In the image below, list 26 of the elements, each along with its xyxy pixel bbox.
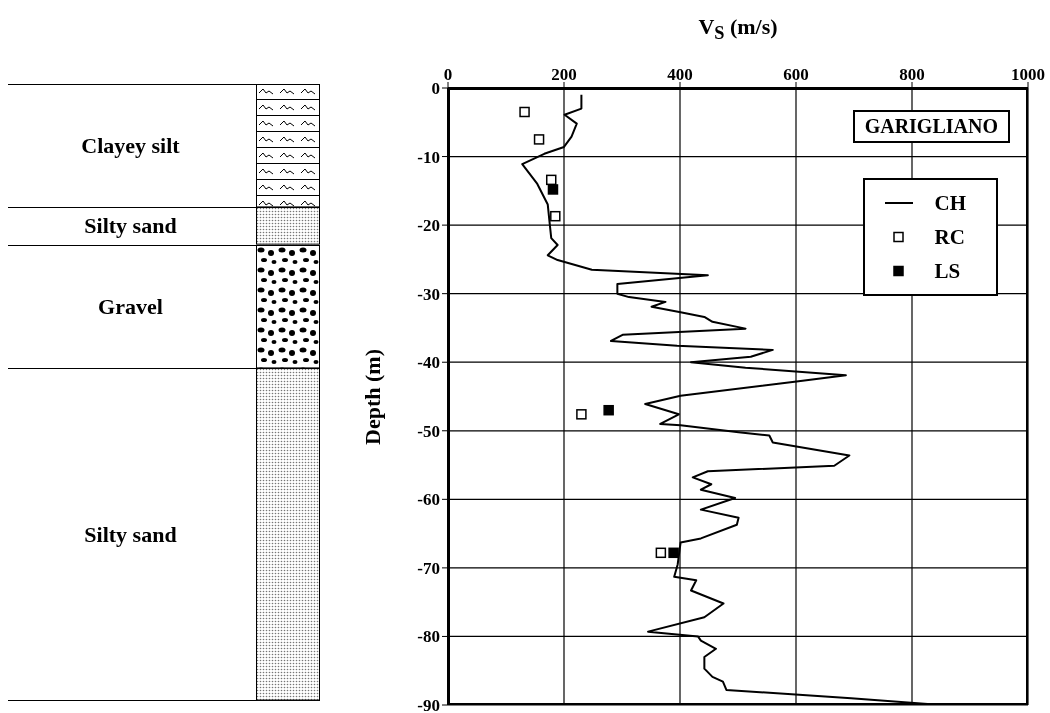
x-tick-label: 800 xyxy=(899,65,925,84)
legend-label: RC xyxy=(934,224,965,251)
x-tick-label: 200 xyxy=(551,65,577,84)
x-tick-label: 600 xyxy=(783,65,809,84)
y-tick-label: -70 xyxy=(417,558,440,578)
y-tick-label: -80 xyxy=(417,627,440,647)
y-tick-label: -50 xyxy=(417,421,440,441)
y-axis-title: Depth (m) xyxy=(360,348,386,445)
text: Clayey silt xyxy=(81,132,180,159)
text: Gravel xyxy=(98,293,163,320)
x-tick-label: 0 xyxy=(443,65,453,84)
legend-label: LS xyxy=(934,258,961,285)
y-tick-label: -40 xyxy=(417,353,440,373)
y-tick-label: 0 xyxy=(431,79,440,99)
text: Silty sand xyxy=(84,521,177,548)
x-axis-title: V$_{S}$ (m/s) xyxy=(697,14,779,45)
x-tick-label: 1000 xyxy=(1011,65,1045,84)
y-tick-label: -90 xyxy=(417,696,440,713)
annotation: GARIGLIANO xyxy=(852,110,1010,143)
legend-label: CH xyxy=(934,190,966,217)
x-tick-label: 400 xyxy=(667,65,693,84)
y-tick-label: -60 xyxy=(417,490,440,510)
y-tick-label: -20 xyxy=(417,216,440,236)
y-tick-label: -10 xyxy=(417,147,440,167)
y-tick-label: -30 xyxy=(417,284,440,304)
text: Silty sand xyxy=(84,213,177,240)
